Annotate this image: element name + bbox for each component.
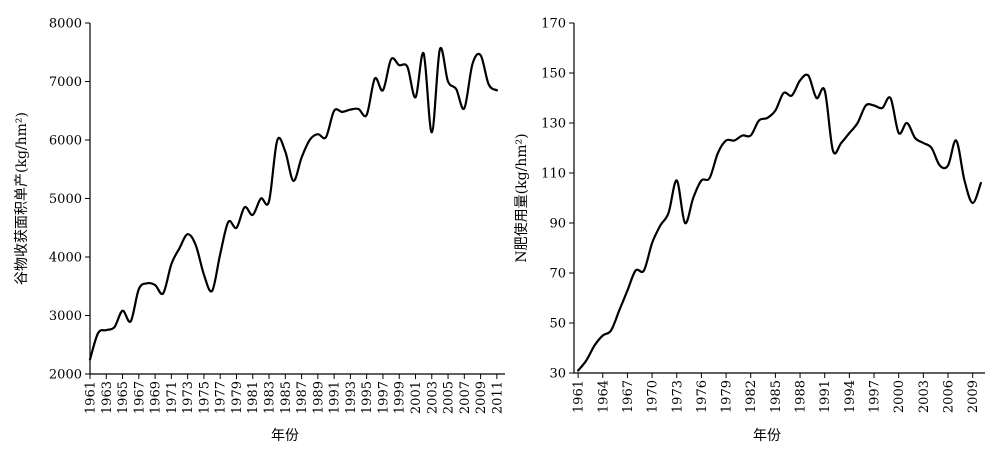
y-tick-label: 4000 [49,251,82,266]
x-tick-label: 1985 [769,380,784,413]
x-tick-label: 2011 [490,381,505,414]
x-tick-label: 1973 [670,380,685,413]
x-tick-label: 1995 [360,381,375,414]
y-axis-title: 谷物收获面积单产(kg/hm²) [14,112,30,285]
x-tick-label: 1967 [621,380,636,413]
x-tick-label: 1961 [84,381,99,414]
y-tick-label: 70 [549,267,566,282]
x-tick-label: 1979 [230,381,245,414]
x-tick-label: 2000 [892,380,907,413]
x-tick-label: 1997 [376,381,391,414]
y-tick-label: 90 [549,217,566,232]
x-tick-label: 1997 [868,380,883,413]
right-chart-panel: 30 50 70 90 110 130 150 170 1961 1964 1967 1970 1973… [513,17,985,444]
y-tick-label: 110 [541,167,566,182]
x-tick-label: 1989 [311,381,326,414]
x-tick-label: 1981 [246,381,261,414]
x-tick-label: 1976 [695,380,710,413]
x-tick-label: 1991 [328,381,343,414]
y-axis-title: N肥使用量(kg/hm²) [513,133,530,262]
x-tick-label: 2009 [966,380,981,413]
x-tick-label: 1961 [572,380,587,413]
x-tick-label: 1969 [149,381,164,414]
x-tick-label: 1977 [214,381,229,414]
y-tick-label: 5000 [49,192,82,207]
x-tick-label: 1973 [181,381,196,414]
y-tick-label: 150 [541,67,566,82]
x-tick-label: 1970 [646,380,661,413]
x-tick-label: 1994 [843,380,858,413]
x-tick-label: 1999 [393,381,408,414]
x-axis-title: 年份 [271,428,299,444]
x-tick-label: 1979 [720,380,735,413]
y-tick-label: 130 [541,117,566,132]
x-tick-label: 1987 [295,381,310,414]
x-tick-label: 1991 [818,380,833,413]
y-tick-label: 6000 [49,134,82,149]
x-tick-label: 2009 [474,381,489,414]
y-tick-label: 7000 [49,75,82,90]
series-line [577,73,982,372]
y-tick-label: 50 [549,317,566,332]
x-tick-label: 1971 [165,381,180,414]
left-chart-panel: 2000 3000 4000 5000 6000 7000 8000 1961 1963 1965… [14,17,505,445]
y-tick-label: 2000 [49,368,82,383]
x-tick-label: 1988 [794,380,809,413]
x-tick-label: 2003 [917,380,932,413]
x-tick-label: 2006 [942,380,957,413]
x-tick-label: 1982 [744,380,759,413]
x-axis-title: 年份 [753,428,781,444]
y-tick-label: 3000 [49,309,82,324]
x-tick-label: 1993 [344,381,359,414]
x-tick-label: 1985 [279,381,294,414]
x-tick-label: 2003 [425,381,440,414]
y-tick-label: 170 [541,17,566,32]
x-tick-label: 1967 [132,381,147,414]
y-tick-label: 8000 [49,17,82,32]
x-tick-label: 1964 [596,380,611,413]
x-tick-label: 1965 [116,381,131,414]
x-tick-label: 2005 [442,381,457,414]
y-tick-label: 30 [549,367,566,382]
x-tick-label: 1963 [100,381,115,414]
x-tick-label: 1975 [197,381,212,414]
x-tick-label: 2007 [458,381,473,414]
series-line [88,46,498,361]
x-tick-label: 2001 [409,381,424,414]
x-tick-label: 1983 [263,381,278,414]
